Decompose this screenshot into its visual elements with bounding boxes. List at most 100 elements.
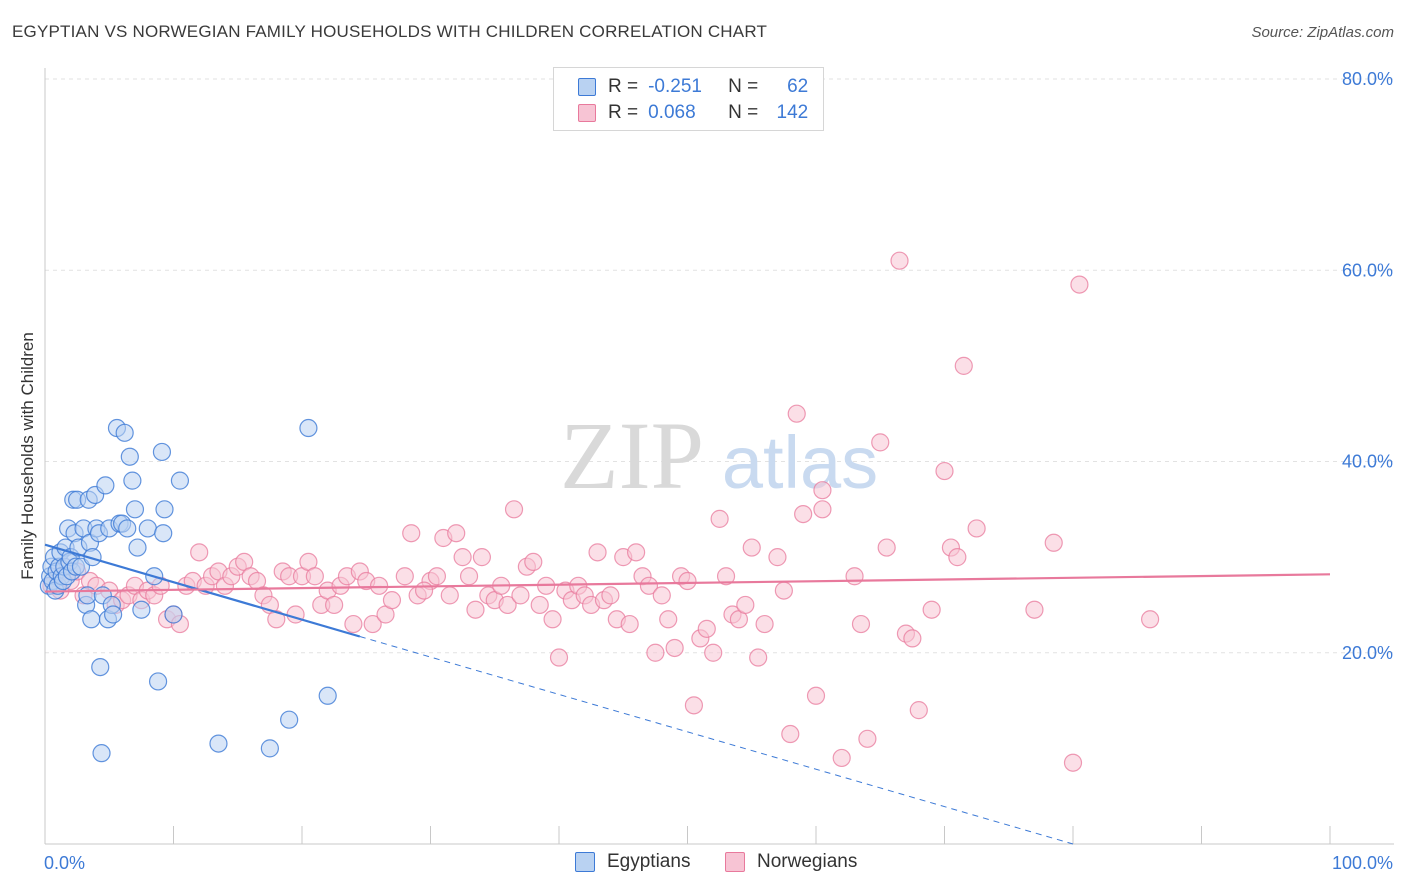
- norwegians-point: [774, 581, 793, 600]
- norwegians-trend-line: [44, 573, 1331, 593]
- y-axis-label: Family Households with Children: [18, 332, 37, 580]
- egyptians-point: [132, 600, 151, 619]
- norwegians-point: [427, 567, 447, 586]
- norwegians-point: [710, 509, 729, 528]
- egyptians-point: [138, 519, 157, 538]
- norwegians-point: [530, 595, 549, 615]
- norwegians-point: [967, 519, 986, 538]
- norwegians-point: [440, 586, 459, 605]
- norwegians-point: [402, 524, 421, 543]
- egyptians-point: [118, 519, 137, 538]
- norwegians-point: [948, 548, 967, 567]
- norwegians-point: [395, 567, 414, 586]
- norwegians-point: [909, 701, 928, 720]
- legend-item-norwegians[interactable]: Norwegians: [725, 851, 857, 873]
- egyptians-point: [120, 447, 139, 466]
- egyptians-point: [155, 500, 174, 519]
- norwegians-point: [646, 643, 665, 662]
- egyptians-point: [164, 605, 183, 624]
- x-tick-label: 100.0%: [1332, 853, 1393, 873]
- norwegians-point: [414, 581, 434, 600]
- norwegians-point: [511, 586, 530, 605]
- norwegians-point: [190, 543, 209, 562]
- egyptians-point: [260, 739, 279, 758]
- norwegians-point: [639, 576, 659, 595]
- trend-lines: [44, 543, 1331, 845]
- norwegians-point: [877, 538, 896, 557]
- legend-item-egyptians[interactable]: Egyptians: [575, 851, 690, 873]
- norwegians-point: [684, 696, 704, 715]
- norwegians-point: [659, 610, 678, 629]
- egyptians-point: [104, 605, 123, 624]
- egyptians-point: [96, 476, 115, 495]
- norwegians-point: [716, 567, 736, 586]
- norwegians-point: [504, 500, 524, 519]
- legend-swatch-norwegians: [578, 104, 596, 122]
- egyptians-point: [299, 418, 318, 438]
- legend-row-egyptians: R = -0.251 N = 62: [578, 74, 808, 100]
- legend-row-norwegians: R = 0.068 N = 142: [578, 100, 808, 126]
- norwegians-point: [498, 595, 517, 615]
- egyptians-point: [209, 734, 228, 753]
- legend-r-label: R =: [608, 76, 639, 97]
- norwegians-point: [1140, 610, 1160, 629]
- norwegians-point: [626, 543, 646, 562]
- egyptians-point: [92, 744, 111, 763]
- norwegians-point: [363, 614, 382, 634]
- egyptians-point: [148, 672, 168, 691]
- norwegians-point: [813, 481, 832, 500]
- norwegians-point: [305, 567, 324, 586]
- norwegians-point: [787, 404, 806, 423]
- norwegians-point: [954, 356, 973, 375]
- legend-n-value: 62: [787, 76, 809, 97]
- norwegians-point: [890, 251, 909, 270]
- norwegians-point: [736, 595, 755, 615]
- legend-swatch-norwegians: [725, 852, 745, 872]
- norwegians-point: [755, 614, 774, 634]
- egyptians-point: [128, 538, 147, 557]
- norwegians-point: [472, 548, 491, 567]
- norwegians-point: [903, 629, 922, 648]
- egyptians-point: [125, 500, 145, 519]
- y-tick-label: 80.0%: [1342, 69, 1393, 89]
- norwegians-point: [704, 643, 723, 662]
- norwegians-point: [588, 543, 607, 562]
- norwegians-point: [466, 600, 485, 619]
- egyptians-point: [78, 586, 97, 605]
- norwegians-point: [813, 500, 832, 519]
- norwegians-point: [549, 648, 569, 667]
- legend-r-value: 0.068: [648, 102, 696, 123]
- legend-swatch-egyptians: [578, 78, 596, 96]
- egyptians-trend-line: [44, 543, 361, 638]
- legend-swatch-egyptians: [575, 852, 595, 872]
- norwegians-points: [42, 251, 1160, 772]
- norwegians-point: [325, 595, 344, 615]
- norwegians-point: [851, 614, 871, 634]
- norwegians-point: [267, 610, 286, 629]
- norwegians-point: [794, 504, 813, 524]
- norwegians-point: [858, 729, 877, 748]
- axes: [44, 68, 1394, 845]
- legend-label-norwegians: Norwegians: [757, 851, 858, 872]
- legend-n-label: N =: [728, 76, 759, 97]
- norwegians-point: [459, 567, 479, 586]
- egyptians-point: [115, 423, 134, 442]
- y-tick-label: 40.0%: [1342, 452, 1393, 472]
- watermark: ZIP atlas: [560, 402, 878, 509]
- norwegians-point: [922, 600, 941, 619]
- norwegians-point: [832, 748, 851, 768]
- egyptians-point: [91, 657, 110, 677]
- norwegians-point: [601, 586, 620, 605]
- norwegians-point: [678, 571, 697, 591]
- norwegians-point: [1070, 275, 1089, 294]
- norwegians-point: [871, 433, 890, 452]
- y-tick-labels: 20.0% 40.0% 60.0% 80.0%: [1342, 69, 1393, 663]
- norwegians-point: [935, 461, 954, 481]
- legend-r-value: -0.251: [648, 76, 702, 97]
- norwegians-point: [1044, 533, 1063, 552]
- norwegians-point: [742, 538, 761, 557]
- egyptians-trend-extension: [359, 636, 1074, 845]
- norwegians-point: [382, 591, 402, 610]
- watermark-zip: ZIP: [560, 402, 704, 509]
